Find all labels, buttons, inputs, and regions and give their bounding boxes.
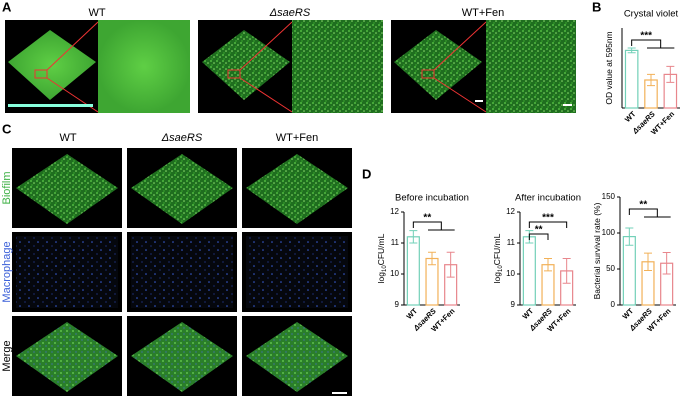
y-tick-label: 9 <box>395 300 400 309</box>
error-bar <box>446 251 455 278</box>
panel-label: A <box>2 0 12 14</box>
image <box>246 154 348 224</box>
y-tick-label: 0 <box>611 300 616 309</box>
error-bar <box>647 73 655 87</box>
bar <box>522 236 536 306</box>
panel-label: D <box>362 166 371 181</box>
column-label: WT <box>88 7 105 19</box>
panel-label: B <box>592 0 601 14</box>
panel-label: C <box>2 121 12 136</box>
chart-title: Crystal violet <box>624 9 679 20</box>
error-bar <box>644 252 652 271</box>
bar <box>622 236 636 306</box>
y-tick-label: 9 <box>511 300 516 309</box>
image <box>131 322 233 392</box>
y-axis-label: log10CFU/mL <box>492 233 503 283</box>
annotation: *** <box>542 213 554 224</box>
image <box>16 236 118 308</box>
bracket <box>528 233 549 240</box>
panel-a-images <box>5 20 576 113</box>
y-axis-label-part: log <box>376 272 386 284</box>
x-tick-label: WT <box>521 306 536 321</box>
row-label: Macrophage <box>1 241 13 302</box>
error-bar <box>544 258 552 272</box>
error-bar <box>562 258 571 284</box>
x-tick-label: WT <box>623 109 638 124</box>
y-axis-label: log10CFU/mL <box>376 233 387 283</box>
panel-c-images <box>12 148 352 396</box>
bar <box>425 257 439 306</box>
bar <box>624 49 639 109</box>
y-axis-label-part: log <box>492 272 502 284</box>
scale-bar <box>332 392 347 394</box>
annotation: ** <box>423 213 431 224</box>
y-tick-label: 11 <box>507 238 516 247</box>
annotation: *** <box>640 31 652 42</box>
annotation: ** <box>639 200 647 211</box>
y-axis-label: Bacterial survival rate (%) <box>592 202 602 299</box>
column-label: WT+Fen <box>462 7 504 19</box>
x-tick-label: WT <box>621 306 636 321</box>
column-label: WT+Fen <box>276 132 318 144</box>
error-bar <box>666 65 675 83</box>
row-label: Biofilm <box>1 171 13 204</box>
image <box>16 154 118 224</box>
y-tick-label: 10 <box>390 269 399 278</box>
chart-title: After incubation <box>515 193 581 204</box>
labels: A B C D WT ΔsaeRS WT+Fen WT ΔsaeRS WT+Fe… <box>1 0 601 372</box>
bracket <box>628 208 671 218</box>
image <box>131 236 233 308</box>
y-tick-label: 11 <box>391 238 400 247</box>
bracket <box>631 39 675 49</box>
row-label: Merge <box>1 340 13 371</box>
image <box>246 236 348 308</box>
error-bar <box>409 230 418 244</box>
bracket <box>528 221 568 228</box>
column-label: ΔsaeRS <box>269 7 311 19</box>
y-tick-label: 50 <box>606 264 615 273</box>
error-bar <box>625 227 634 246</box>
y-tick-label: 150 <box>602 192 616 201</box>
y-axis-label-part: Bacterial survival rate (%) <box>592 202 602 299</box>
y-axis-label-part: OD value at 595nm <box>604 31 614 104</box>
y-axis-label-part: CFU/mL <box>376 233 386 265</box>
y-tick-label: 10 <box>506 269 515 278</box>
y-axis-label-part: 10 <box>382 265 388 272</box>
image <box>131 154 233 224</box>
image <box>246 322 348 392</box>
y-axis-label-part: CFU/mL <box>492 233 502 265</box>
column-label: WT <box>59 132 76 144</box>
error-bar <box>662 251 671 275</box>
bar <box>406 236 420 306</box>
y-tick-label: 12 <box>390 207 399 216</box>
y-axis-label-part: 10 <box>498 265 504 272</box>
y-axis-label: OD value at 595nm <box>604 31 614 104</box>
y-tick-label: 100 <box>602 228 616 237</box>
bracket <box>412 221 455 231</box>
chart-title: Before incubation <box>395 193 469 204</box>
column-label: ΔsaeRS <box>161 132 203 144</box>
y-tick-label: 12 <box>506 207 515 216</box>
error-bar <box>627 47 636 54</box>
error-bar <box>428 251 436 266</box>
x-tick-label: WT <box>405 306 420 321</box>
image <box>16 322 118 392</box>
annotation: ** <box>535 225 543 236</box>
